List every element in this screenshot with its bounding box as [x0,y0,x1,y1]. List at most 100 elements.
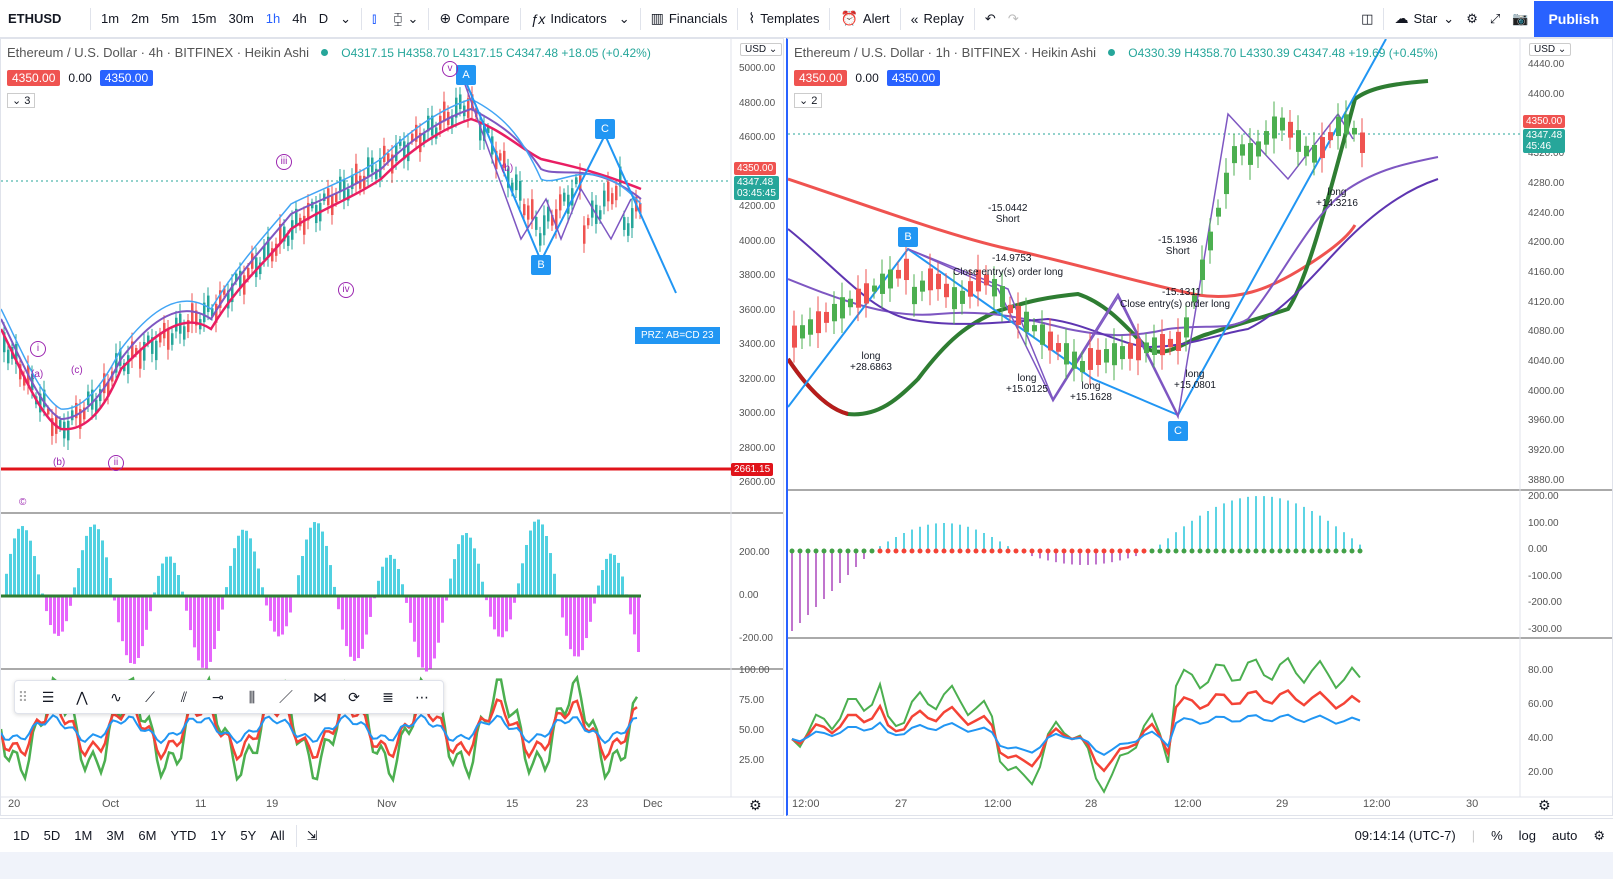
fullscreen-button[interactable]: ⤢ [1484,4,1506,34]
gear-icon[interactable]: ⚙ [749,797,762,813]
sell-button[interactable]: 4350.00 [794,70,848,86]
range-6M[interactable]: 6M [138,828,157,843]
alert-button[interactable]: ⏰ Alert [834,4,895,34]
osc-bar [221,596,224,610]
interval-1h[interactable]: 1h [265,11,281,26]
osc-bar [61,596,64,632]
replay-button[interactable]: « Replay [905,4,970,34]
buy-button[interactable]: 4350.00 [886,70,941,86]
interval-dropdown[interactable]: ⌄ [334,4,357,34]
candle-body [227,290,230,309]
osc-bar [65,596,68,622]
cycle-icon[interactable]: ⟳ [348,688,360,705]
left-chart-canvas[interactable] [1,39,784,816]
fib-extension-icon[interactable]: ⋯ [415,688,429,705]
osc-dot [1085,548,1091,554]
interval-4h[interactable]: 4h [292,11,307,26]
ray-icon[interactable]: ／ [279,689,293,705]
financials-bar-icon: ▥ [650,10,664,26]
star-button[interactable]: ☁ Star ⌄ [1388,4,1460,34]
candle-body [1120,346,1125,360]
range-All[interactable]: All [270,828,285,843]
left-chart-legend[interactable]: Ethereum / U.S. Dollar · 4h · BITFINEX ·… [7,45,651,60]
interval-1m[interactable]: 1m [101,11,120,26]
financials-button[interactable]: ▥ Financials [645,4,734,34]
osc-bar [513,596,516,603]
wave-line [462,78,632,242]
publish-button[interactable]: Publish [1534,0,1613,37]
interval-2m[interactable]: 2m [131,11,150,26]
osc-dot [909,548,915,554]
candle-body [832,303,837,322]
axis-label: 0.00 [1528,544,1548,555]
indicators-dropdown[interactable]: ⌄ [613,4,636,34]
currency-selector[interactable]: USD ⌄ [1529,43,1572,56]
long-label: long [1081,381,1101,392]
undo-button[interactable]: ↶ [979,4,1002,34]
interval-D[interactable]: D [318,11,329,26]
elliott-wave-icon[interactable]: ∿ [110,688,122,705]
indicator-collapse-button[interactable]: ⌄ 2 [794,93,823,108]
range-5Y[interactable]: 5Y [240,828,257,843]
candle-body [1312,144,1317,163]
right-chart-legend[interactable]: Ethereum / U.S. Dollar · 1h · BITFINEX ·… [794,45,1438,60]
osc-dot [941,548,947,554]
percent-toggle[interactable]: % [1491,828,1503,843]
candle-body [119,349,122,366]
gear-icon[interactable]: ⚙ [1593,827,1605,843]
abcd-pattern-icon[interactable]: ⋀ [76,688,88,705]
fib-retracement-icon[interactable]: ≣ [382,688,394,705]
osc-bar [629,596,632,615]
axis-label: 3960.00 [1528,415,1565,427]
candle-body [495,150,498,170]
symbol-search[interactable]: ETHUSD [8,11,62,26]
range-1Y[interactable]: 1Y [210,828,227,843]
indicator-collapse-button[interactable]: ⌄ 3 [7,93,36,108]
indicators-button[interactable]: ƒx Indicators [525,4,613,34]
divider [90,7,91,30]
range-1M[interactable]: 1M [74,828,93,843]
redo-button[interactable]: ↷ [1002,4,1025,34]
range-5D[interactable]: 5D [43,828,61,843]
xabcd-pattern-icon[interactable]: ⋈ [313,688,327,705]
range-3M[interactable]: 3M [106,828,125,843]
placeholder [788,179,1373,298]
auto-toggle[interactable]: auto [1552,828,1578,843]
range-1D[interactable]: 1D [13,828,30,843]
goto-date-button[interactable]: ⇲ [301,821,324,851]
osc-bar [477,563,480,596]
currency-selector[interactable]: USD ⌄ [740,43,783,56]
candle-body [171,333,174,345]
osc-bar [329,565,332,596]
bar-style-button[interactable]: ⫾ [366,4,387,34]
candle-style-button[interactable]: ⧮ ⌄ [388,4,425,34]
sell-button[interactable]: 4350.00 [7,70,61,86]
settings-button[interactable]: ⚙ [1460,4,1484,34]
buy-button[interactable]: 4350.00 [99,70,154,86]
osc-bar [433,596,436,659]
layout-button[interactable]: ◫ [1355,4,1379,34]
compare-button[interactable]: ⊕ Compare [433,4,515,34]
interval-5m[interactable]: 5m [161,11,180,26]
parallel-channel-icon[interactable]: ⫽ [180,688,188,705]
interval-15m[interactable]: 15m [191,11,217,26]
range-YTD[interactable]: YTD [170,828,197,843]
snapshot-button[interactable]: 📷 [1506,4,1534,34]
right-chart-pane[interactable]: Ethereum / U.S. Dollar · 1h · BITFINEX ·… [786,38,1613,816]
right-chart-canvas[interactable] [788,39,1613,816]
gear-icon[interactable]: ⚙ [1538,797,1551,813]
horizontal-ray-icon[interactable]: ⊸ [212,688,224,705]
log-toggle[interactable]: log [1518,828,1537,843]
osc-bar [185,596,188,611]
long-position-icon[interactable]: ⫼ [248,688,256,705]
candle-body [1272,116,1277,139]
clock[interactable]: 09:14:14 (UTC-7) [1354,828,1456,843]
drag-handle-icon[interactable]: ⠿ [17,688,29,705]
interval-30m[interactable]: 30m [228,11,254,26]
trend-line-icon[interactable]: ⟋ [145,688,155,705]
drawing-toolbar[interactable]: ⠿ ☰ ⋀ ∿ ⟋ ⫽ ⊸ ⫼ ／ ⋈ ⟳ ≣ ⋯ [14,680,444,714]
templates-button[interactable]: ⌇ Templates [742,4,825,34]
horizontal-lines-icon[interactable]: ☰ [41,688,55,705]
gear-icon: ⚙ [1466,10,1478,26]
candle-body [579,172,582,191]
